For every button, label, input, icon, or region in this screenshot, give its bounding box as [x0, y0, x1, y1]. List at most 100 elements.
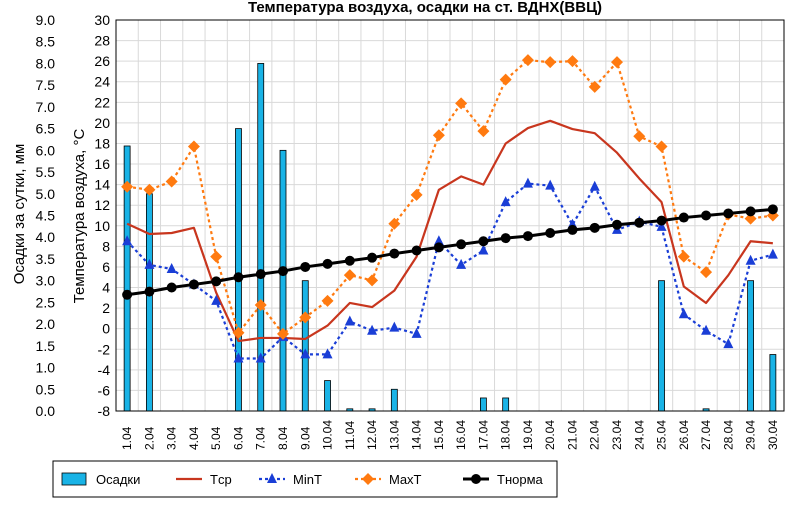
series-3-point-30.04 [767, 204, 778, 215]
left-tick-label: 8.5 [36, 34, 56, 50]
series-3-point-5.04 [211, 276, 222, 287]
series-1-point-13.04 [389, 321, 400, 332]
x-tick-label: 25.04 [655, 420, 669, 450]
precip-bar-29.04 [747, 280, 754, 412]
precip-bar-17.04 [479, 397, 487, 412]
series-2-point-1.04 [121, 180, 134, 193]
axes: 0.0 0.5 1.0 1.5 2.0 2.5 3.0 3.5 4.0 4.5 5.0 5.5 6.0 6… [36, 12, 785, 450]
series-3-point-11.04 [344, 255, 355, 266]
left-tick-label: 3.5 [36, 251, 56, 267]
series-3-point-2.04 [144, 286, 155, 297]
series-1-point-7.04 [255, 352, 266, 363]
x-tick-label: 4.04 [187, 426, 201, 450]
series-3-point-24.04 [634, 217, 645, 228]
precip-bar-30.04 [769, 354, 777, 412]
grid [115, 19, 785, 412]
series-2-point-22.04 [588, 80, 601, 93]
series-2-point-10.04 [321, 294, 334, 307]
precip-bar-9.04 [301, 280, 309, 412]
series-3-point-25.04 [656, 215, 667, 226]
series-2-point-23.04 [611, 56, 623, 69]
series-1-point-5.04 [211, 294, 222, 305]
series-1-point-12.04 [367, 324, 378, 335]
chart-title: Температура воздуха, осадки на ст. ВДНХ(… [248, 0, 602, 16]
right-tick-label: 0 [102, 321, 110, 337]
x-tick-label: 23.04 [610, 420, 624, 450]
series-1-point-2.04 [144, 258, 155, 269]
series-1-point-6.04 [233, 352, 244, 363]
series-2-point-5.04 [210, 250, 223, 263]
right-tick-label: 8 [102, 238, 110, 254]
legend-swatch-precip [61, 472, 87, 486]
precip-bar-25.04 [658, 280, 665, 412]
series-2-point-27.04 [700, 266, 713, 279]
precip-bar-8.04 [279, 149, 287, 412]
series-2-point-6.04 [232, 326, 245, 339]
right-tick-label: 6 [102, 259, 110, 275]
right-tick-label: 14 [94, 177, 110, 193]
series-3-point-23.04 [612, 219, 622, 230]
left-tick-label: 4.5 [36, 208, 56, 224]
series-3-point-29.04 [745, 206, 756, 217]
left-tick-label: 5.0 [36, 186, 56, 202]
left-tick-label: 4.0 [36, 229, 56, 245]
left-tick-label: 8.0 [36, 55, 56, 71]
series-3-point-19.04 [522, 231, 533, 242]
x-tick-label: 21.04 [565, 420, 579, 450]
right-tick-label: -6 [98, 382, 111, 398]
series-1-point-11.04 [344, 315, 355, 326]
x-tick-label: 5.04 [209, 426, 223, 450]
x-tick-label: 13.04 [387, 420, 401, 450]
series-1-point-15.04 [433, 235, 444, 246]
x-tick-label: 8.04 [276, 426, 290, 450]
series-3-point-3.04 [166, 282, 177, 293]
series-3-point-4.04 [188, 279, 199, 290]
left-tick-label: 1.5 [36, 338, 56, 354]
series-1-point-30.04 [767, 248, 778, 259]
series-3-point-14.04 [411, 245, 422, 256]
series-3-point-22.04 [589, 222, 600, 233]
series-1-point-9.04 [300, 348, 311, 359]
right-tick-label: 16 [94, 156, 110, 172]
x-tick-label: 27.04 [699, 420, 713, 450]
left-tick-label: 1.0 [36, 360, 56, 376]
series-2-point-4.04 [187, 140, 200, 153]
series-2-point-13.04 [388, 217, 401, 230]
left-tick-label: 9.0 [36, 12, 56, 28]
x-tick-label: 9.04 [298, 426, 312, 450]
series-3-point-27.04 [701, 210, 712, 221]
x-tick-label: 19.04 [521, 420, 535, 450]
series-3-point-17.04 [478, 236, 489, 247]
series-1-point-22.04 [589, 180, 600, 191]
series-3-point-18.04 [500, 233, 511, 244]
series-3-point-1.04 [122, 289, 133, 300]
right-tick-label: -8 [98, 403, 111, 419]
left-tick-label: 2.5 [36, 294, 56, 310]
series-2-point-25.04 [655, 140, 668, 153]
series-1-point-18.04 [500, 196, 511, 207]
series-2-point-9.04 [299, 311, 312, 324]
x-tick-label: 18.04 [499, 420, 513, 450]
left-tick-label: 6.5 [36, 121, 56, 137]
series-1-point-26.04 [678, 308, 689, 319]
series-2-point-16.04 [455, 97, 468, 110]
x-tick-label: 12.04 [365, 420, 379, 450]
series-3-point-12.04 [367, 252, 378, 263]
precip-bar-18.04 [502, 397, 510, 412]
series-1-point-17.04 [478, 244, 489, 255]
x-tick-label: 11.04 [343, 421, 357, 450]
left-tick-label: 0.0 [36, 403, 56, 419]
x-tick-label: 15.04 [432, 420, 446, 450]
right-tick-label: -4 [98, 362, 111, 378]
x-tick-label: 28.04 [721, 420, 735, 450]
legend-label: MinT [293, 472, 322, 487]
left-axis-label: Осадки за сутки, мм [11, 144, 28, 285]
series-2-point-26.04 [677, 250, 690, 263]
right-tick-label: 18 [94, 135, 110, 151]
series-2-point-18.04 [499, 73, 512, 86]
temperature-lines [121, 54, 779, 363]
series-3-point-21.04 [567, 224, 578, 235]
right-tick-label: 22 [94, 94, 110, 110]
right-tick-label: 12 [94, 197, 110, 213]
